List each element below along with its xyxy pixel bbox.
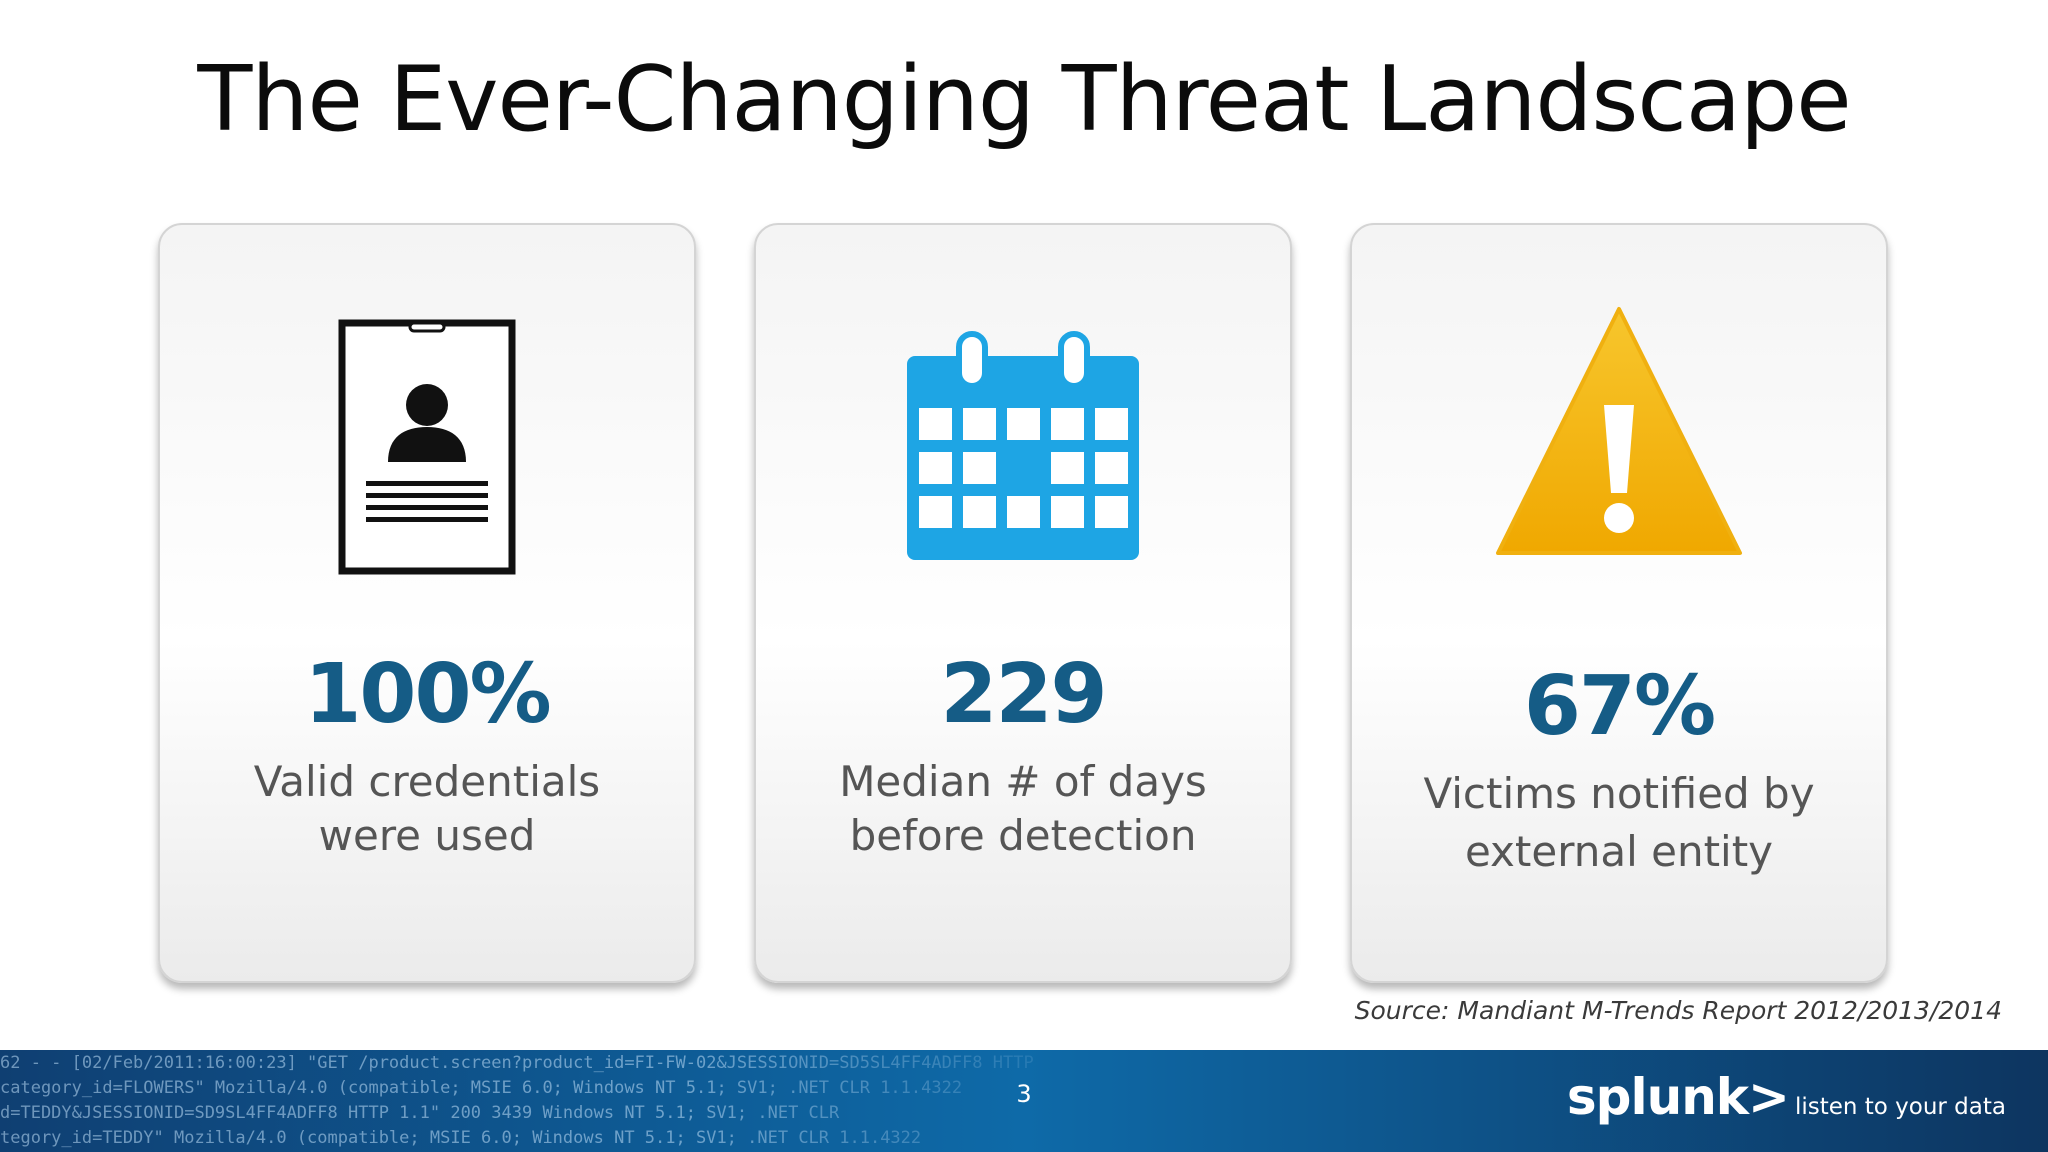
stat-description: Valid credentials were used [160,755,694,863]
footer-bar: 62 - - [02/Feb/2011:16:00:23] "GET /prod… [0,1050,2048,1152]
stat-description-line2: were used [318,811,536,860]
log-background-text: 62 - - [02/Feb/2011:16:00:23] "GET /prod… [0,1050,1150,1152]
stat-description: Median # of days before detection [756,755,1290,863]
stat-value: 100% [304,647,551,742]
id-badge-icon [160,319,694,575]
stat-description: Victims notified by external entity [1352,765,1886,881]
stat-description-line2: before detection [849,811,1197,860]
source-citation: Source: Mandiant M-Trends Report 2012/20… [1354,996,2002,1025]
slide-title: The Ever-Changing Threat Landscape [197,47,1851,152]
stat-description-line2: external entity [1464,827,1774,876]
calendar-icon [756,330,1290,562]
splunk-logo: splunk> [1566,1068,1790,1126]
log-line: d=TEDDY&JSESSIONID=SD9SL4FF4ADFF8 HTTP 1… [0,1103,840,1123]
log-line: 62 - - [02/Feb/2011:16:00:23] "GET /prod… [0,1053,1034,1073]
stat-card-external-notification: 67% Victims notified by external entity [1350,223,1888,983]
stat-card-credentials: 100% Valid credentials were used [158,223,696,983]
stat-description-line1: Victims notified by [1423,769,1815,818]
stat-card-detection-days: 229 Median # of days before detection [754,223,1292,983]
brand-logo: splunk> listen to your data [1567,1068,2006,1126]
warning-icon [1352,305,1886,559]
brand-tagline: listen to your data [1794,1094,2006,1120]
page-number: 3 [1016,1080,1032,1108]
log-line: tegory_id=TEDDY" Mozilla/4.0 (compatible… [0,1128,922,1148]
log-line: category_id=FLOWERS" Mozilla/4.0 (compat… [0,1078,963,1098]
stat-description-line1: Valid credentials [253,757,601,806]
stat-value: 229 [940,647,1107,742]
stat-value: 67% [1523,659,1716,754]
stat-description-line1: Median # of days [839,757,1207,806]
